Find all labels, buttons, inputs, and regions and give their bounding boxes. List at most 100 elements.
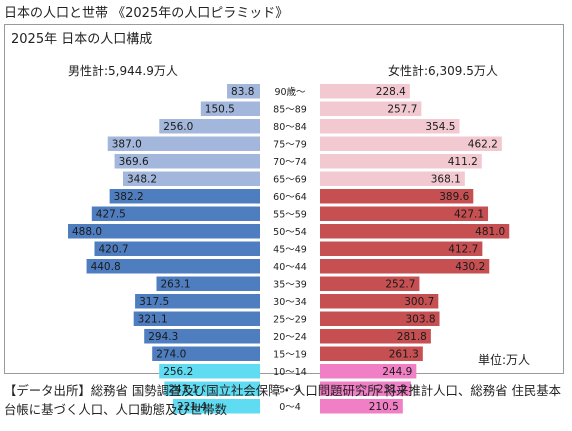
female-bar	[320, 399, 403, 414]
male-value-label: 83.8	[231, 86, 254, 98]
male-total-label: 男性計:5,944.9万人	[68, 64, 178, 78]
female-bar	[320, 171, 465, 186]
male-value-label: 256.2	[163, 366, 193, 378]
female-value-label: 257.7	[387, 104, 417, 116]
female-value-label: 427.1	[454, 209, 484, 221]
male-bar	[156, 276, 260, 291]
female-total-label: 女性計:6,309.5万人	[388, 64, 498, 78]
male-bar	[227, 84, 260, 99]
female-bar	[320, 101, 422, 116]
male-bar	[91, 206, 260, 221]
male-value-label: 256.0	[163, 121, 193, 133]
male-bar	[135, 294, 260, 309]
male-bar	[109, 189, 261, 204]
unit-label: 単位:万人	[478, 353, 531, 367]
female-bar	[320, 381, 411, 396]
female-bar	[320, 329, 431, 344]
male-value-label: 440.8	[91, 261, 121, 273]
female-bar	[320, 259, 490, 274]
female-value-label: 354.5	[425, 121, 455, 133]
age-group-label: 85〜89	[273, 105, 307, 116]
male-value-label: 369.6	[119, 156, 149, 168]
female-value-label: 368.1	[431, 174, 461, 186]
age-group-label: 30〜34	[273, 297, 307, 308]
female-bar	[320, 119, 460, 134]
female-bar	[320, 346, 423, 361]
female-bar	[320, 224, 510, 239]
age-group-label: 65〜69	[273, 175, 307, 186]
age-group-label: 5〜9	[279, 385, 301, 396]
age-group-label: 15〜19	[273, 350, 307, 361]
female-value-label: 244.9	[382, 366, 412, 378]
female-value-label: 430.2	[455, 261, 485, 273]
male-value-label: 488.0	[72, 226, 102, 238]
page-title: 日本の人口と世帯 《2025年の人口ピラミッド》	[4, 6, 289, 21]
female-value-label: 281.8	[397, 331, 427, 343]
male-bar	[172, 399, 260, 414]
male-value-label: 274.0	[156, 349, 186, 361]
source-note: 【データ出所】総務省 国勢調査及び国立社会保障・人口問題研究所 将来推計人口、総…	[4, 383, 562, 417]
male-value-label: 420.7	[98, 244, 128, 256]
female-value-label: 412.7	[448, 244, 478, 256]
age-group-label: 25〜29	[273, 315, 307, 326]
male-bar	[159, 364, 260, 379]
male-value-label: 263.1	[160, 279, 190, 291]
age-group-label: 70〜74	[273, 157, 307, 168]
female-value-label: 389.6	[439, 191, 469, 203]
female-value-label: 462.2	[468, 139, 498, 151]
male-value-label: 317.5	[139, 296, 169, 308]
female-bar	[320, 84, 410, 99]
age-group-label: 80〜84	[273, 122, 307, 133]
male-bar	[114, 154, 260, 169]
male-bar	[144, 329, 260, 344]
female-bar	[320, 241, 483, 256]
female-value-label: 411.2	[448, 156, 478, 168]
female-bar	[320, 311, 440, 326]
age-group-label: 90歳〜	[274, 86, 306, 98]
age-group-label: 55〜59	[273, 210, 307, 221]
female-bar	[320, 189, 474, 204]
female-value-label: 481.0	[475, 226, 505, 238]
female-bar	[320, 276, 420, 291]
male-bar	[133, 311, 260, 326]
female-value-label: 210.5	[369, 401, 399, 413]
female-value-label: 228.4	[376, 86, 406, 98]
female-bar	[320, 136, 502, 151]
male-bar	[107, 136, 260, 151]
male-bar	[200, 101, 260, 116]
female-value-label: 303.8	[405, 314, 435, 326]
female-bar	[320, 206, 489, 221]
male-value-label: 294.3	[148, 331, 178, 343]
male-value-label: 382.2	[114, 191, 144, 203]
male-value-label: 427.5	[96, 209, 126, 221]
male-value-label: 150.5	[205, 104, 235, 116]
age-group-label: 45〜49	[273, 245, 307, 256]
male-bar	[68, 224, 260, 239]
age-group-label: 50〜54	[273, 227, 307, 238]
male-bar	[94, 241, 260, 256]
age-group-label: 75〜79	[273, 140, 307, 151]
male-value-label: 243.1	[168, 384, 198, 396]
female-value-label: 261.3	[389, 349, 419, 361]
male-bar	[152, 346, 260, 361]
female-value-label: 300.7	[404, 296, 434, 308]
age-group-label: 35〜39	[273, 280, 307, 291]
male-bar	[123, 171, 260, 186]
male-value-label: 387.0	[112, 139, 142, 151]
female-value-label: 252.7	[385, 279, 415, 291]
female-bar	[320, 364, 417, 379]
male-value-label: 348.2	[127, 174, 157, 186]
female-bar	[320, 294, 439, 309]
male-bar	[164, 381, 260, 396]
age-group-label: 10〜14	[273, 367, 307, 378]
male-bar	[159, 119, 260, 134]
age-group-label: 0〜4	[279, 402, 301, 413]
age-group-label: 40〜44	[273, 262, 307, 273]
age-group-label: 20〜24	[273, 332, 307, 343]
chart-title: 2025年 日本の人口構成	[11, 32, 153, 47]
female-bar	[320, 154, 482, 169]
male-value-label: 221.4	[177, 401, 207, 413]
age-group-label: 60〜64	[273, 192, 307, 203]
female-value-label: 231.2	[377, 384, 407, 396]
